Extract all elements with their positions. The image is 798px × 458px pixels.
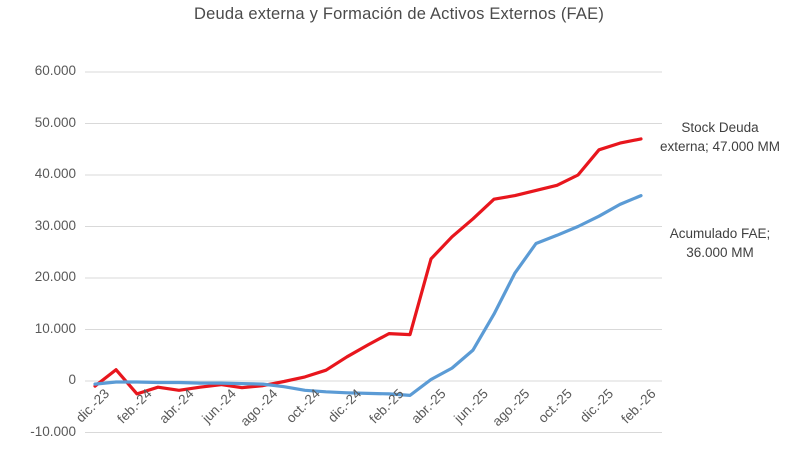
y-axis-tick-label: 10.000 xyxy=(34,320,76,336)
chart-title: Deuda externa y Formación de Activos Ext… xyxy=(193,5,605,23)
y-axis-tick-label: 40.000 xyxy=(34,166,76,181)
annotation-stock-deuda-line1: Stock Deuda xyxy=(681,120,759,135)
y-axis-tick-label: 50.000 xyxy=(34,114,76,130)
annotation-acumulado-fae-line2: 36.000 MM xyxy=(686,245,754,260)
annotation-stock-deuda: Stock Deuda externa; 47.000 MM xyxy=(640,118,798,156)
y-axis-tick-label: 0 xyxy=(68,372,76,387)
annotation-stock-deuda-line2: externa; 47.000 MM xyxy=(659,139,781,154)
annotation-acumulado-fae: Acumulado FAE; 36.000 MM xyxy=(640,224,798,262)
annotation-acumulado-fae-line1: Acumulado FAE; xyxy=(669,226,771,241)
y-axis-tick-label: -10.000 xyxy=(30,423,76,439)
y-axis-tick-label: 20.000 xyxy=(34,269,76,284)
deuda-series-line xyxy=(93,137,643,396)
y-axis-tick-label: 30.000 xyxy=(34,217,76,233)
fae-series-line xyxy=(93,194,643,397)
y-axis-tick-label: 60.000 xyxy=(34,63,76,78)
